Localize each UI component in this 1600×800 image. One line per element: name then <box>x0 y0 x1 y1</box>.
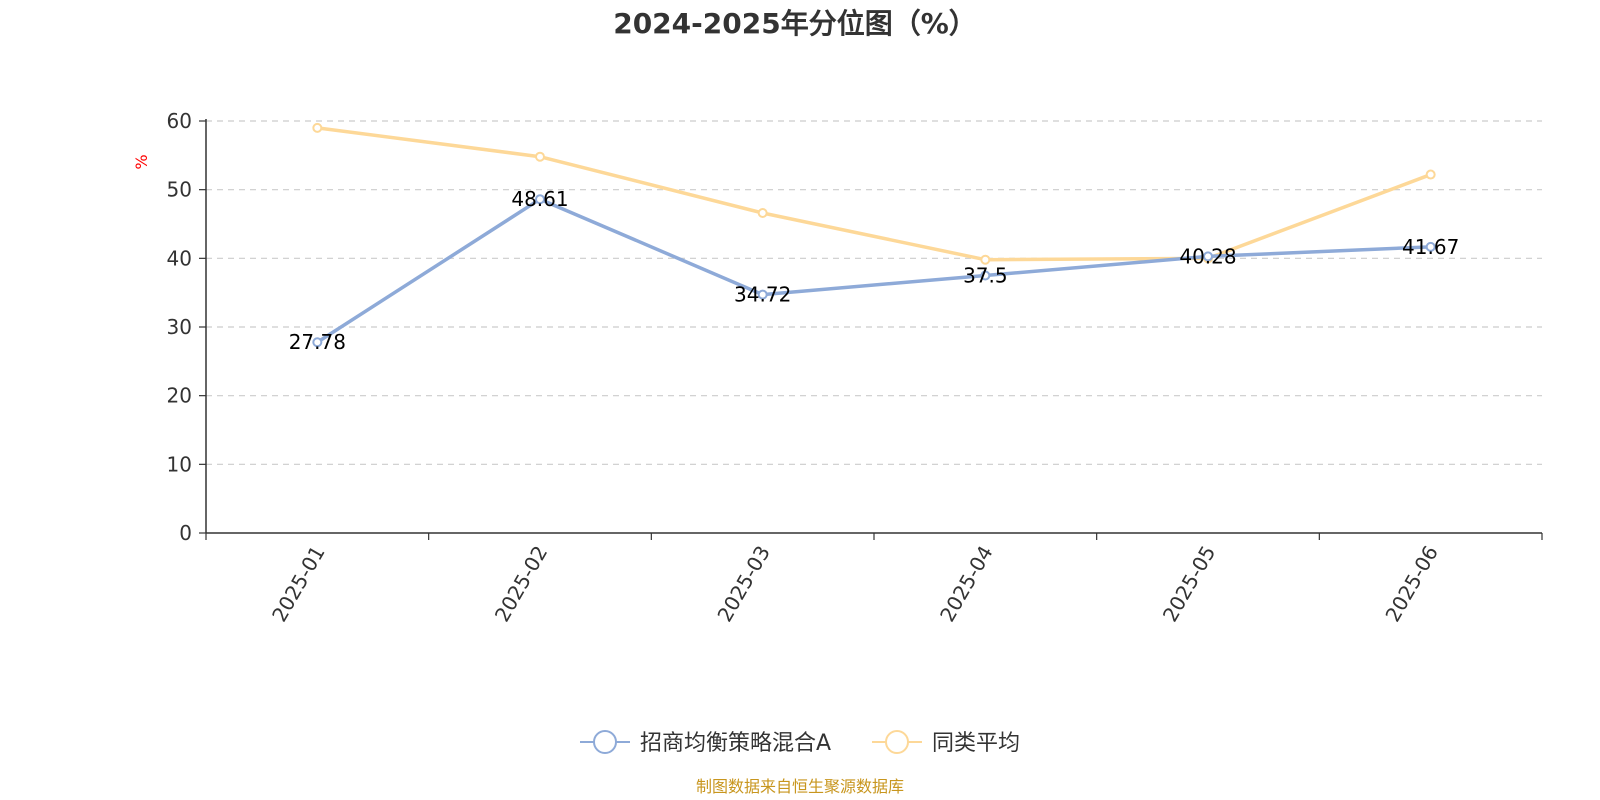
data-point <box>980 254 991 265</box>
gridlines <box>206 120 1542 465</box>
data-point <box>757 289 768 300</box>
axes: 0 10 20 30 40 50 60 2025-01 2025-02 2025-03 2025-0… <box>167 109 1543 626</box>
x-tick-label: 2025-04 <box>935 542 998 626</box>
chart-title: 2024-2025年分位图（%） <box>613 7 977 40</box>
legend: 招商均衡策略混合A 同类平均 <box>580 730 1020 756</box>
data-point <box>1425 169 1436 180</box>
data-point <box>312 122 323 133</box>
data-label: 34.72 <box>734 283 791 307</box>
data-point <box>757 208 768 219</box>
series-lines <box>312 122 1436 348</box>
x-tick-label: 2025-01 <box>267 542 330 626</box>
legend-label: 同类平均 <box>932 731 1020 756</box>
legend-item[interactable]: 同类平均 <box>872 730 1020 756</box>
data-label: 48.61 <box>511 187 568 211</box>
data-point <box>980 270 991 281</box>
data-point <box>1203 251 1213 262</box>
y-axis-unit: % <box>132 154 151 169</box>
x-tick-label: 2025-06 <box>1380 542 1443 626</box>
y-tick-label: 50 <box>167 178 192 202</box>
data-label: 41.67 <box>1402 235 1459 259</box>
data-label: 27.78 <box>289 330 346 354</box>
y-tick-label: 60 <box>167 109 192 133</box>
source-note: 制图数据来自恒生聚源数据库 <box>696 777 904 796</box>
y-tick-label: 0 <box>179 521 192 545</box>
data-point <box>535 194 545 205</box>
x-tick-label: 2025-05 <box>1158 542 1221 626</box>
y-tick-label: 10 <box>167 452 192 476</box>
legend-item[interactable]: 招商均衡策略混合A <box>580 730 831 756</box>
y-tick-label: 40 <box>167 246 192 270</box>
series-line <box>317 126 1432 262</box>
series-line <box>316 197 1431 344</box>
data-labels: 27.78 48.61 34.72 37.5 40.28 41.67 <box>289 187 1460 354</box>
x-tick-label: 2025-03 <box>712 542 775 626</box>
legend-marker-icon <box>885 730 909 754</box>
data-label: 37.5 <box>963 264 1008 288</box>
legend-label: 招商均衡策略混合A <box>640 731 831 756</box>
x-tick-label: 2025-02 <box>490 542 553 626</box>
data-point <box>535 151 545 162</box>
legend-marker-icon <box>593 730 617 754</box>
data-label: 40.28 <box>1179 244 1236 268</box>
y-tick-label: 20 <box>167 384 192 408</box>
data-point <box>312 337 323 348</box>
data-point <box>1425 241 1436 252</box>
y-tick-label: 30 <box>167 315 192 339</box>
